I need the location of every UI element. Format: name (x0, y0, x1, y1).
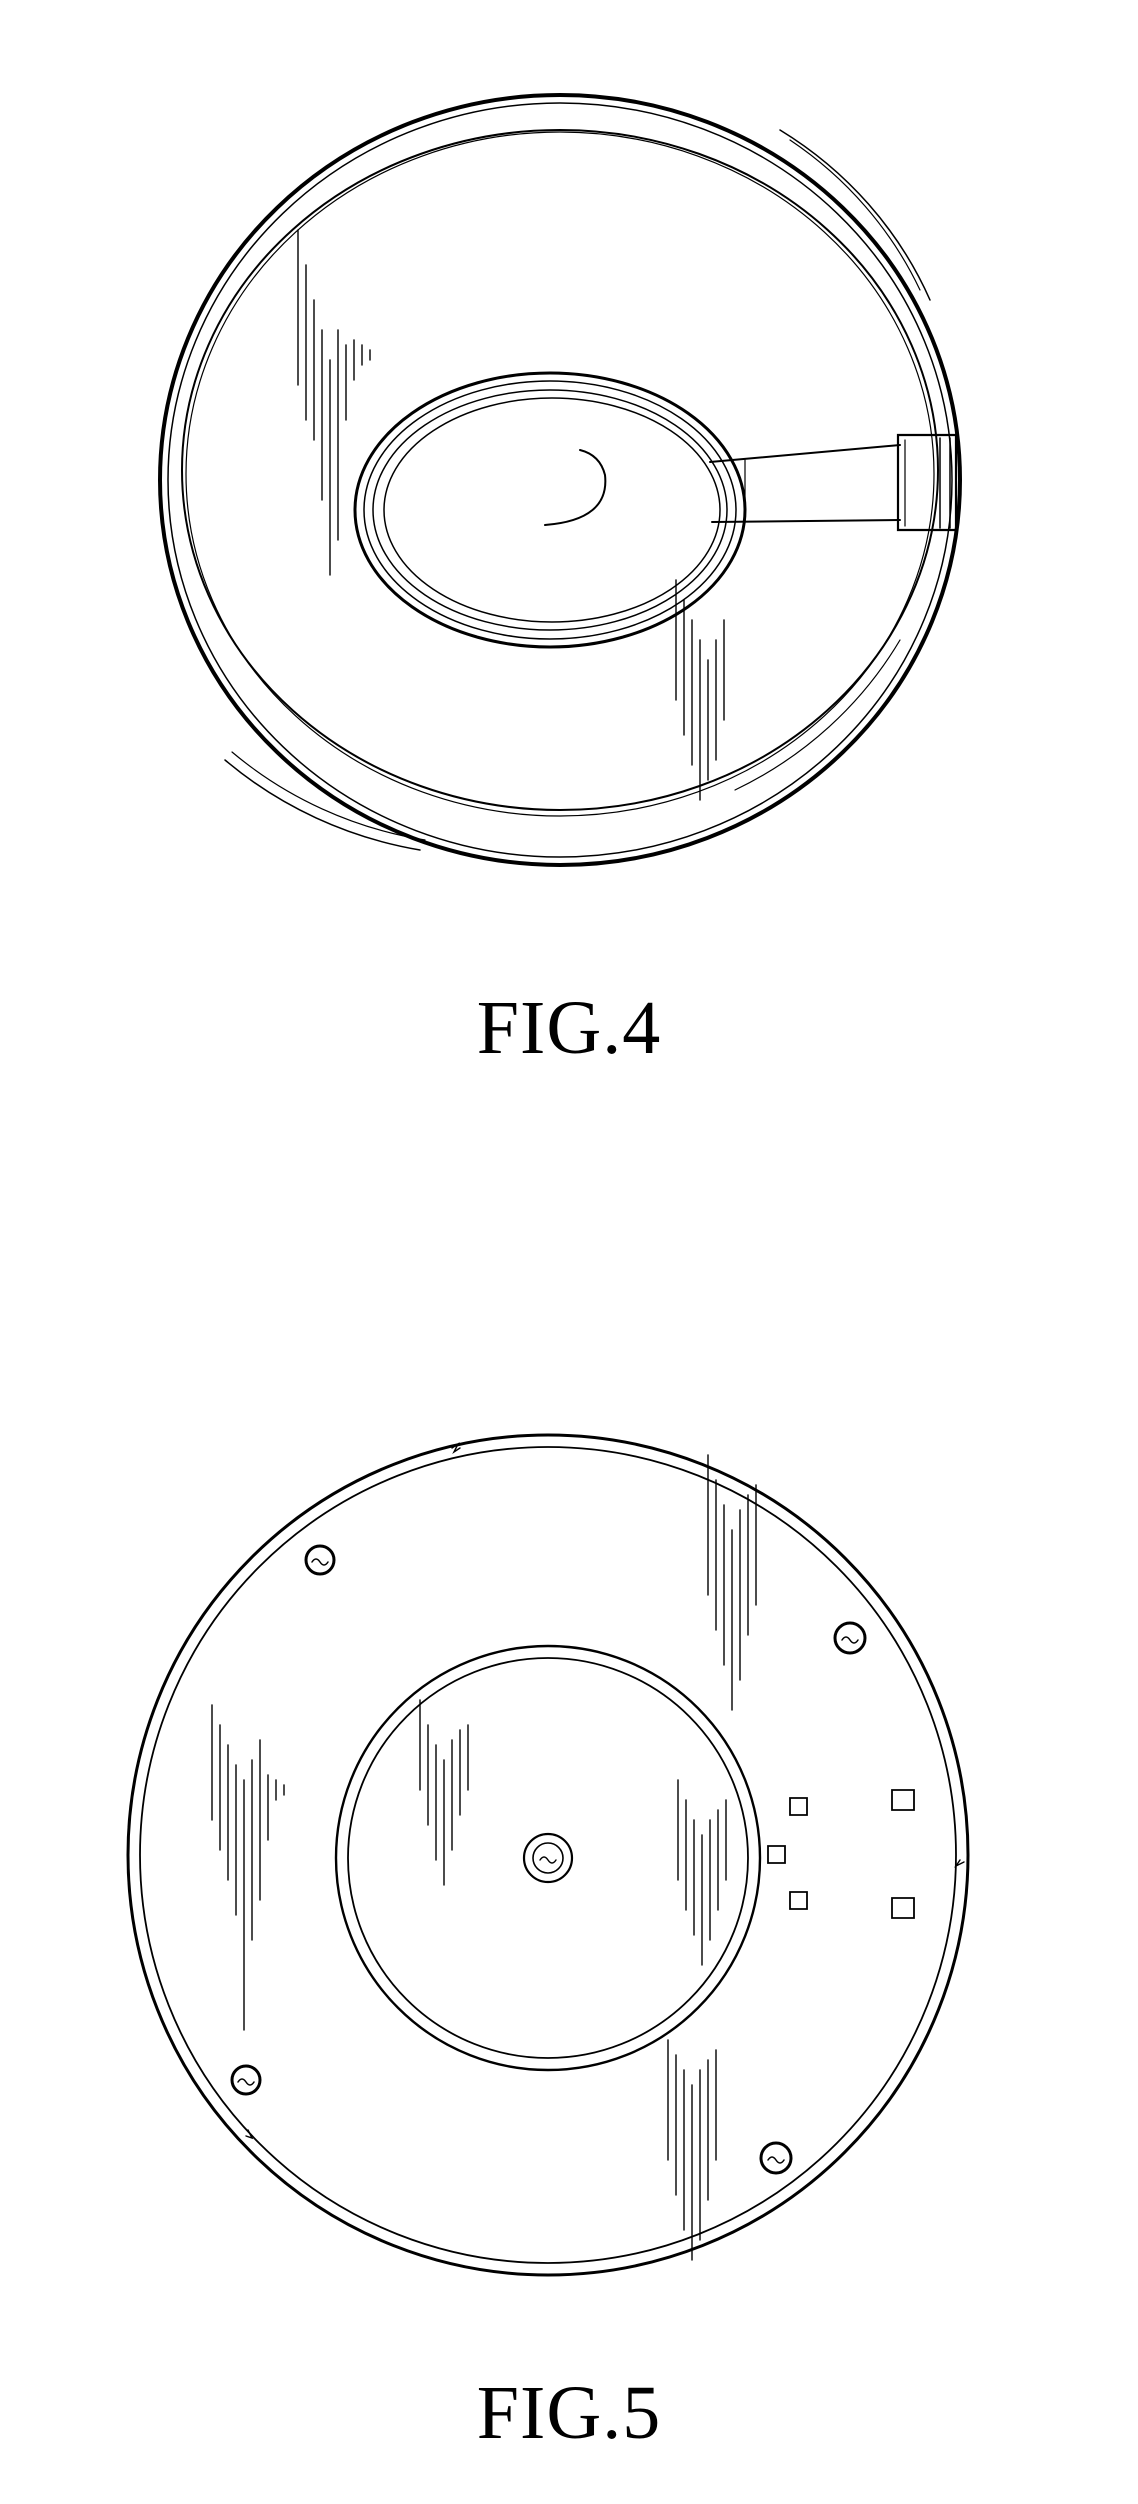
fig5-foot-top-left (306, 1546, 334, 1574)
fig4-cup-outer (355, 373, 745, 647)
fig5-pad-3 (768, 1846, 785, 1863)
fig4-caption: FIG.4 (0, 985, 1138, 1072)
fig5-outer-rim-inner (140, 1447, 956, 2263)
fig5-caption: FIG.5 (0, 2370, 1138, 2457)
fig5-hatch-lower (668, 2040, 716, 2260)
fig4-cup-ring-1 (364, 381, 736, 639)
fig5-hatch-inner-right (678, 1780, 726, 1965)
fig4-rim-shade-right (780, 130, 930, 300)
fig5-outer-rim (128, 1435, 968, 2275)
fig5-drawing (0, 1380, 1138, 2330)
fig5-center-boss (524, 1834, 572, 1882)
fig5-rim-tick-right (956, 1860, 964, 1866)
fig5-pad-1 (790, 1798, 807, 1815)
fig4-drawing (0, 0, 1138, 1000)
fig5-pad-4 (790, 1892, 807, 1909)
fig5-hatch-inner-left (420, 1700, 468, 1885)
fig5-hatch-upper-right (708, 1455, 756, 1710)
fig4-cup-inner (384, 398, 720, 622)
fig5-hatch-left (212, 1705, 284, 2030)
fig5-pads (768, 1790, 914, 1918)
fig5-center-ring-inner (348, 1658, 748, 2058)
fig5-foot-bottom-right (761, 2143, 791, 2173)
fig5-center-ring-outer (336, 1646, 760, 2070)
fig4-cup-ring-2 (373, 390, 727, 630)
fig5-foot-bottom-left (232, 2066, 260, 2094)
fig4-cup-highlight (545, 450, 605, 525)
fig4-handle-clip (898, 435, 956, 530)
fig4-outer-rim-inner (168, 103, 952, 857)
fig4-handle-bottom (712, 520, 900, 522)
fig4-hatch-right (676, 580, 724, 800)
fig4-handle-top (710, 445, 900, 462)
fig5-pad-5 (892, 1898, 914, 1918)
fig4-outer-rim (160, 95, 960, 865)
fig5-foot-top-right (835, 1623, 865, 1653)
fig5-pad-2 (892, 1790, 914, 1810)
fig4-hatch-left (298, 230, 370, 575)
